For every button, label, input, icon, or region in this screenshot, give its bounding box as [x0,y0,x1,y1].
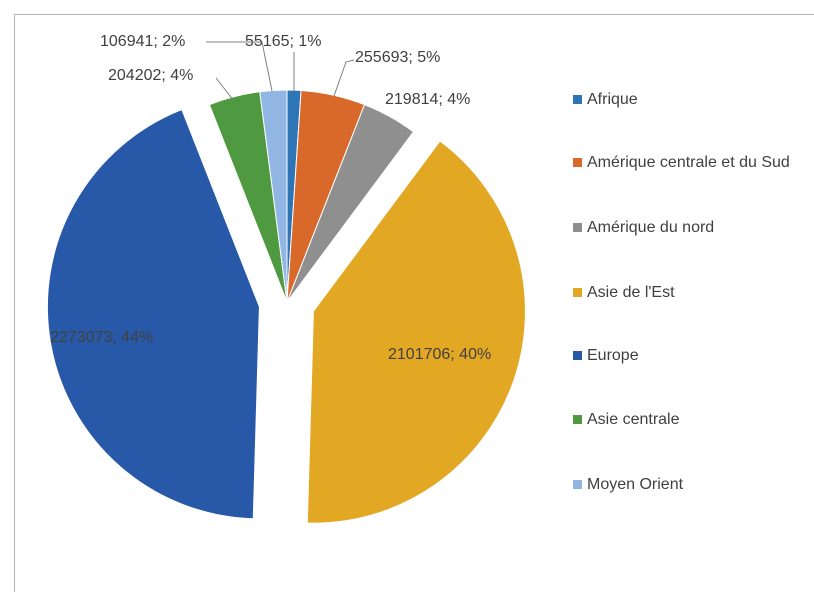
legend-swatch [573,288,582,297]
legend-label: Asie centrale [587,411,680,428]
legend-label: Amérique du nord [587,219,715,236]
legend-item: Amérique du nord [573,217,809,239]
legend-item: Europe [573,345,809,367]
data-label: 55165; 1% [245,33,322,50]
legend-item: Moyen Orient [573,474,809,496]
data-label: 2273073; 44% [50,329,153,346]
legend-label: Amérique centrale et du Sud [587,154,790,171]
legend-swatch [573,158,582,167]
pie-slice [259,89,288,303]
pie-slice [306,140,526,524]
chart-border [14,14,814,592]
legend-swatch [573,223,582,232]
legend-swatch [573,480,582,489]
legend-swatch [573,415,582,424]
leader-line [215,77,235,102]
legend-item: Asie centrale [573,409,809,431]
legend-label: Europe [587,347,639,364]
pie-slice [286,104,415,303]
legend-item: Afrique [573,89,809,111]
data-label: 204202; 4% [108,67,193,84]
pie-slice [46,108,260,520]
legend-swatch [573,351,582,360]
data-label: 219814; 4% [385,91,470,108]
legend-label: Afrique [587,91,638,108]
data-label: 2101706; 40% [388,346,491,363]
leader-line [333,59,355,97]
legend-label: Moyen Orient [587,476,684,493]
legend-label: Asie de l'Est [587,284,675,301]
legend-item: Asie de l'Est [573,282,809,304]
data-label: 255693; 5% [355,49,440,66]
legend-swatch [573,95,582,104]
data-label: 106941; 2% [100,33,185,50]
leader-line [206,41,273,92]
legend-item: Amérique centrale et du Sud [573,152,809,174]
